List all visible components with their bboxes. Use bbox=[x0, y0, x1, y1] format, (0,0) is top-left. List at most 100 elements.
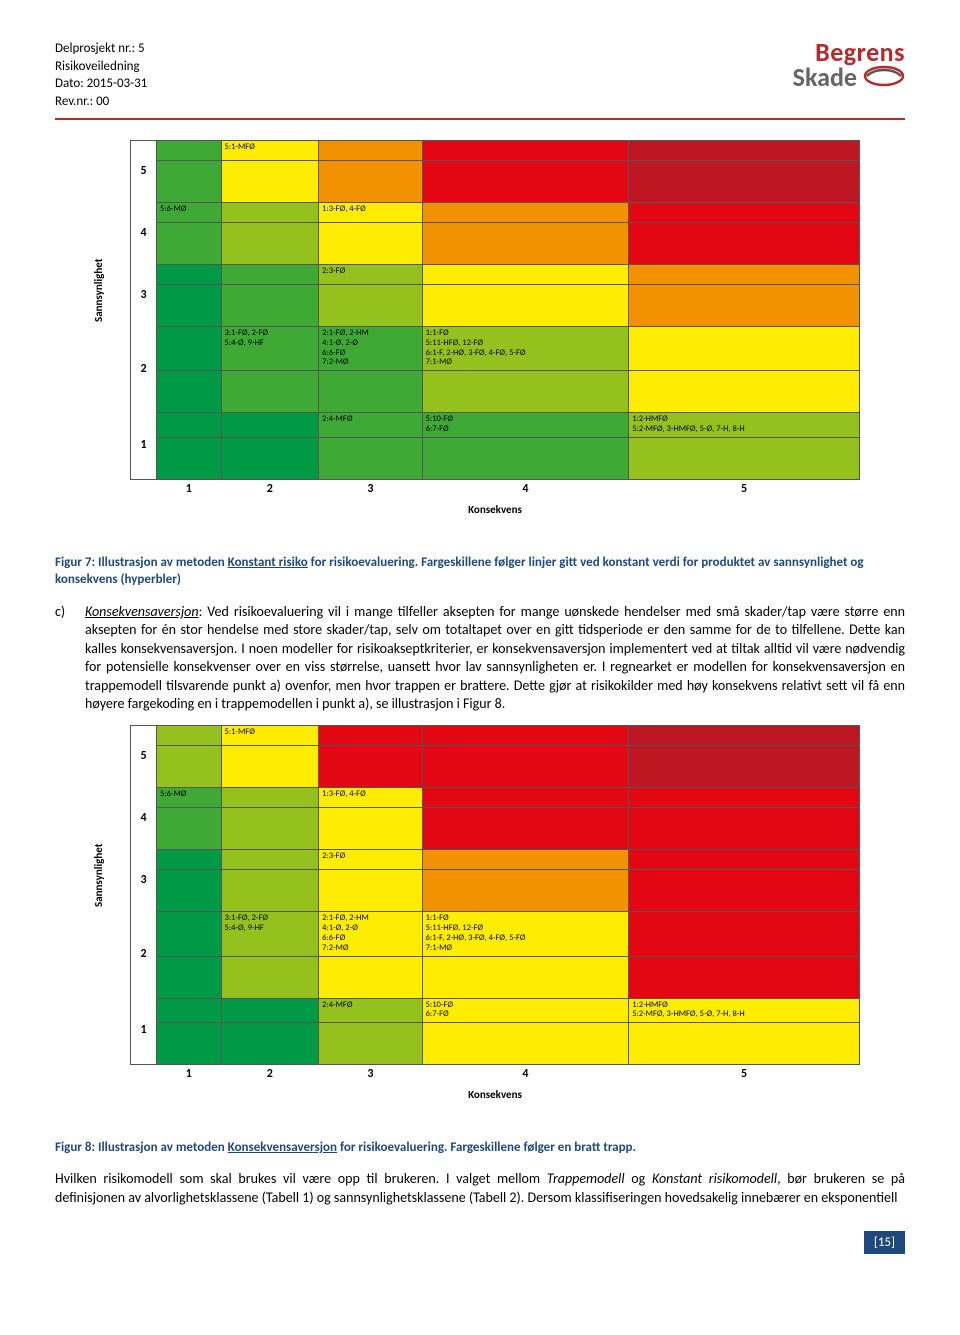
matrix-cell: 1:3-FØ, 4-FØ bbox=[319, 203, 422, 223]
matrix-cell: 5:10-FØ 6:7-FØ bbox=[422, 413, 629, 438]
matrix-cell bbox=[319, 1023, 422, 1065]
matrix-cell bbox=[629, 141, 860, 161]
x-tick: 5 bbox=[629, 479, 860, 498]
matrix-cell bbox=[157, 223, 222, 265]
matrix-cell: 3:1-FØ, 2-FØ 5:4-Ø, 9-HF bbox=[221, 912, 319, 956]
y-tick: 2 bbox=[131, 912, 157, 998]
matrix-cell bbox=[221, 371, 319, 413]
matrix-cell bbox=[221, 437, 319, 479]
risk-matrix-1: Sannsynlighet 55:1-MFØ45:6-MØ1:3-FØ, 4-F… bbox=[100, 140, 860, 543]
x-tick: 3 bbox=[319, 479, 422, 498]
y-tick: 3 bbox=[131, 265, 157, 327]
matrix-cell bbox=[629, 285, 860, 327]
matrix-cell bbox=[629, 265, 860, 285]
y-tick: 5 bbox=[131, 726, 157, 788]
matrix-cell bbox=[319, 956, 422, 998]
matrix-cell bbox=[157, 437, 222, 479]
matrix-cell: 1:2-HMFØ 5:2-MFØ, 3-HMFØ, 5-Ø, 7-H, 8-H bbox=[629, 413, 860, 438]
matrix-cell bbox=[221, 161, 319, 203]
matrix-cell: 5:10-FØ 6:7-FØ bbox=[422, 998, 629, 1023]
matrix-cell: 3:1-FØ, 2-FØ 5:4-Ø, 9-HF bbox=[221, 327, 319, 371]
matrix-cell: 5:1-MFØ bbox=[221, 141, 319, 161]
matrix-cell bbox=[422, 850, 629, 870]
paragraph-c: Konsekvensaversjon: Ved risikoevaluering… bbox=[85, 603, 905, 714]
y-axis-label: Sannsynlighet bbox=[92, 258, 105, 322]
matrix-cell bbox=[629, 327, 860, 371]
y-tick: 5 bbox=[131, 141, 157, 203]
matrix-cell bbox=[157, 371, 222, 413]
matrix-cell bbox=[422, 746, 629, 788]
matrix-cell bbox=[629, 203, 860, 223]
matrix-cell bbox=[319, 161, 422, 203]
x-tick: 2 bbox=[221, 1065, 319, 1084]
matrix-cell bbox=[319, 141, 422, 161]
matrix-cell bbox=[157, 912, 222, 956]
header-line: Risikoveiledning bbox=[55, 58, 147, 76]
matrix-cell bbox=[422, 956, 629, 998]
matrix-cell bbox=[319, 371, 422, 413]
matrix-cell: 2:4-MFØ bbox=[319, 413, 422, 438]
matrix-cell bbox=[157, 265, 222, 285]
matrix-cell bbox=[221, 413, 319, 438]
matrix-cell: 1:2-HMFØ 5:2-MFØ, 3-HMFØ, 5-Ø, 7-H, 8-H bbox=[629, 998, 860, 1023]
page-header: Delprosjekt nr.: 5 Risikoveiledning Dato… bbox=[55, 40, 905, 120]
matrix-cell bbox=[629, 223, 860, 265]
matrix-cell bbox=[422, 371, 629, 413]
matrix-cell bbox=[157, 327, 222, 371]
matrix-cell bbox=[422, 870, 629, 912]
matrix-cell bbox=[422, 265, 629, 285]
header-line: Delprosjekt nr.: 5 bbox=[55, 40, 147, 58]
matrix-cell bbox=[157, 850, 222, 870]
matrix-cell bbox=[422, 726, 629, 746]
matrix-cell bbox=[157, 808, 222, 850]
y-tick: 4 bbox=[131, 788, 157, 850]
matrix-cell bbox=[319, 223, 422, 265]
x-tick: 3 bbox=[319, 1065, 422, 1084]
matrix-cell bbox=[629, 912, 860, 956]
matrix-cell bbox=[422, 808, 629, 850]
matrix-cell bbox=[157, 161, 222, 203]
list-label: c) bbox=[55, 603, 71, 726]
matrix-cell bbox=[319, 746, 422, 788]
header-line: Rev.nr.: 00 bbox=[55, 93, 147, 111]
x-axis-label: Konsekvens bbox=[130, 503, 860, 516]
matrix-cell: 2:3-FØ bbox=[319, 850, 422, 870]
matrix-cell: 1:1-FØ 5:11-HFØ, 12-FØ 6:1-F, 2-HØ, 3-FØ… bbox=[422, 327, 629, 371]
matrix-cell: 5:6-MØ bbox=[157, 788, 222, 808]
logo-line2: Skade bbox=[793, 65, 905, 91]
matrix-cell bbox=[221, 285, 319, 327]
figure-7-caption: Figur 7: Illustrasjon av metoden Konstan… bbox=[55, 554, 905, 589]
matrix-cell bbox=[157, 1023, 222, 1065]
matrix-cell bbox=[157, 726, 222, 746]
matrix-cell bbox=[157, 746, 222, 788]
matrix-cell bbox=[157, 141, 222, 161]
matrix-cell bbox=[629, 746, 860, 788]
y-tick: 4 bbox=[131, 203, 157, 265]
matrix-cell bbox=[221, 808, 319, 850]
matrix-cell bbox=[221, 223, 319, 265]
x-tick: 4 bbox=[422, 1065, 629, 1084]
matrix-cell bbox=[221, 746, 319, 788]
matrix-cell: 1:1-FØ 5:11-HFØ, 12-FØ 6:1-F, 2-HØ, 3-FØ… bbox=[422, 912, 629, 956]
page-footer: [15] bbox=[55, 1231, 905, 1254]
matrix-cell bbox=[157, 413, 222, 438]
matrix-cell bbox=[629, 850, 860, 870]
x-tick: 1 bbox=[157, 1065, 222, 1084]
matrix-cell bbox=[422, 788, 629, 808]
page-number: [15] bbox=[864, 1231, 905, 1254]
header-line: Dato: 2015-03-31 bbox=[55, 75, 147, 93]
matrix-cell bbox=[629, 870, 860, 912]
matrix-cell: 5:6-MØ bbox=[157, 203, 222, 223]
matrix-cell bbox=[221, 788, 319, 808]
list-item-c: c) Konsekvensaversjon: Ved risikoevaluer… bbox=[55, 603, 905, 726]
matrix-cell bbox=[157, 956, 222, 998]
y-tick: 1 bbox=[131, 998, 157, 1065]
matrix-cell bbox=[157, 998, 222, 1023]
matrix-cell: 5:1-MFØ bbox=[221, 726, 319, 746]
matrix-cell bbox=[221, 265, 319, 285]
matrix-cell bbox=[422, 203, 629, 223]
matrix-cell bbox=[221, 956, 319, 998]
matrix-cell: 2:4-MFØ bbox=[319, 998, 422, 1023]
y-tick: 3 bbox=[131, 850, 157, 912]
matrix-cell bbox=[629, 371, 860, 413]
